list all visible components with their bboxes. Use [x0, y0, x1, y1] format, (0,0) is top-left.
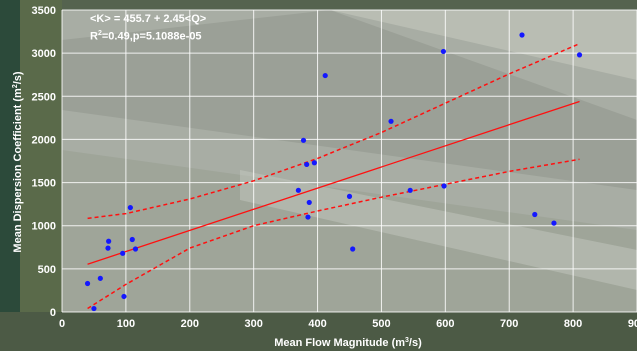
- data-point: [551, 220, 557, 226]
- data-point: [120, 250, 126, 256]
- y-tick-label: 3000: [32, 48, 56, 60]
- data-point: [576, 52, 583, 58]
- data-point: [388, 118, 394, 124]
- data-point: [350, 246, 356, 252]
- data-point: [105, 245, 111, 251]
- x-tick-labels: 0 100 200 300 400 500 600 700 800 900: [59, 318, 637, 330]
- x-tick-label: 500: [372, 318, 390, 330]
- y-tick-labels: 0 500 1000 1500 2000 2500 3000 3500: [32, 5, 56, 319]
- x-tick-label: 100: [117, 318, 135, 330]
- data-point: [532, 211, 538, 218]
- data-point: [304, 161, 310, 168]
- x-axis-label: Mean Flow Magnitude (m3/s): [274, 337, 422, 349]
- y-tick-label: 500: [38, 264, 56, 276]
- x-tick-label: 400: [308, 318, 326, 330]
- data-point: [127, 204, 133, 211]
- data-point: [132, 246, 139, 252]
- y-axis-label: Mean Dispersion Coefficient (m2/s): [12, 71, 24, 253]
- stats-suffix: =0.49,p=5.1088e-05: [101, 30, 202, 43]
- x-tick-label: 700: [500, 318, 518, 330]
- fit-line-group: [87, 100, 580, 265]
- upper-confidence-line: [87, 43, 580, 220]
- data-point: [346, 193, 353, 199]
- data-point: [106, 238, 112, 244]
- data-point: [407, 187, 413, 193]
- grid: [61, 9, 637, 313]
- lower-confidence-line: [87, 158, 580, 310]
- x-tick-label: 800: [564, 318, 582, 330]
- x-tick-label: 900: [628, 318, 637, 330]
- y-tick-label: 1000: [32, 221, 56, 233]
- y-tick-label: 3500: [32, 5, 56, 17]
- x-tick-label: 300: [244, 318, 262, 330]
- data-point: [306, 199, 312, 206]
- data-point: [84, 280, 91, 287]
- x-tick-label: 600: [436, 318, 454, 330]
- data-point: [519, 32, 525, 38]
- x-tick-label: 200: [181, 318, 199, 330]
- regression-fit-line: [87, 100, 580, 265]
- stats-superscript: 2: [97, 30, 102, 37]
- data-point: [91, 305, 97, 312]
- data-point: [440, 48, 447, 55]
- regression-stats: R2=0.49,p=5.1088e-05: [90, 30, 202, 43]
- data-point: [441, 183, 447, 189]
- y-tick-label: 2000: [32, 134, 56, 146]
- data-point: [300, 137, 307, 143]
- data-point: [121, 293, 127, 300]
- data-point: [295, 187, 301, 193]
- data-point: [129, 236, 135, 243]
- data-point: [322, 72, 328, 79]
- confidence-bands: [87, 43, 580, 310]
- data-point: [97, 275, 103, 281]
- y-tick-label: 1500: [32, 178, 56, 190]
- data-point: [305, 214, 311, 220]
- stats-prefix: R: [90, 30, 98, 43]
- data-point: [311, 160, 317, 166]
- data-points: [84, 32, 583, 312]
- y-tick-label: 2500: [32, 91, 56, 103]
- x-tick-label: 0: [59, 318, 65, 330]
- regression-equation: <K> = 455.7 + 2.45<Q>: [90, 13, 207, 25]
- y-tick-label: 0: [50, 307, 56, 319]
